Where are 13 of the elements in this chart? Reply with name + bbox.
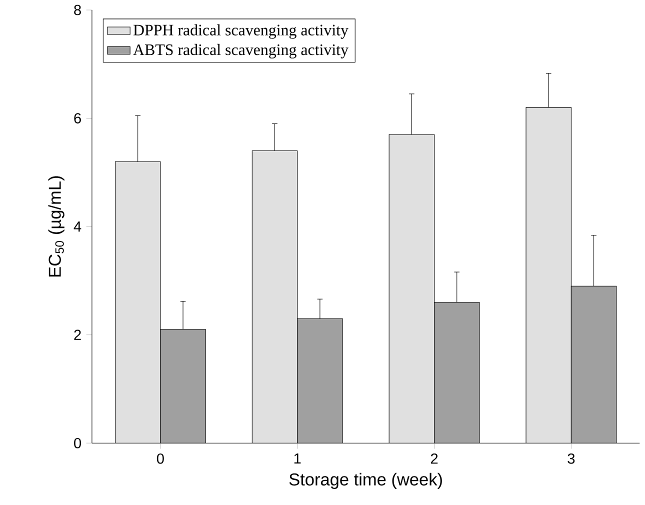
x-tick-label: 2 bbox=[430, 453, 438, 464]
x-axis-title: Storage time (week) bbox=[289, 472, 442, 489]
x-tick-label: 3 bbox=[568, 453, 575, 464]
y-axis-title: EC$_{50}$ (µg/mL) bbox=[48, 176, 64, 276]
y-tick-label: 8 bbox=[74, 4, 81, 16]
x-tick-label: 1 bbox=[294, 453, 301, 464]
legend-label: ABTS radical scavenging activity bbox=[133, 44, 348, 58]
x-tick-label: 0 bbox=[156, 453, 164, 464]
y-tick-label: 4 bbox=[74, 222, 82, 232]
legend-label: DPPH radical scavenging activity bbox=[133, 24, 348, 39]
y-tick-label: 6 bbox=[74, 113, 81, 124]
y-tick-label: 2 bbox=[74, 330, 81, 340]
y-tick-label: 0 bbox=[74, 438, 82, 448]
